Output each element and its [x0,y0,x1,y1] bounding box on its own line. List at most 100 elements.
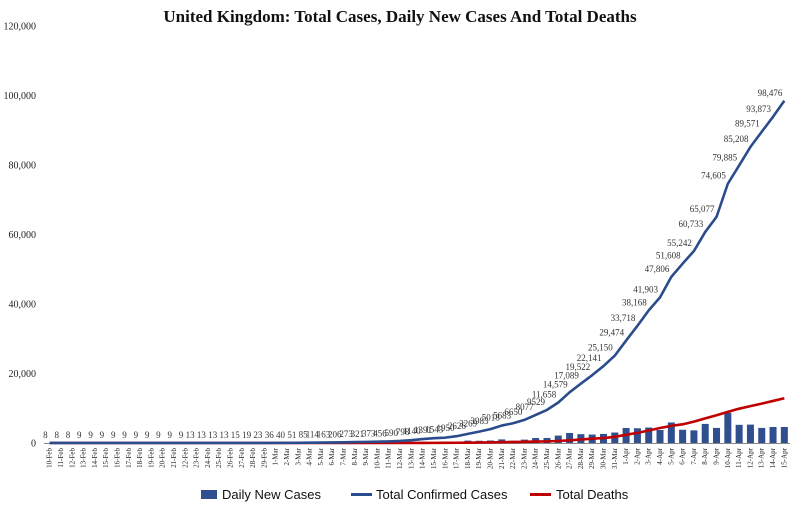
total-cases-data-label: 5018 [482,413,501,423]
x-tick-label: 6-Mar [328,447,336,465]
total-cases-data-label: 9 [88,430,93,440]
x-tick-label: 4-Apr [656,447,664,464]
x-tick-label: 20-Feb [159,448,167,468]
daily-new-cases-bar [758,427,766,443]
x-tick-label: 30-Mar [600,447,608,469]
total-cases-data-label: 3983 [470,416,489,426]
x-tick-label: 27-Mar [566,447,574,469]
daily-new-cases-bar [679,429,687,443]
x-tick-label: 2-Apr [633,447,641,464]
total-cases-data-label: 85 [299,430,309,440]
x-tick-label: 29-Mar [588,447,596,469]
total-cases-data-label: 13 [220,430,230,440]
x-tick-label: 13-Feb [80,448,88,468]
total-cases-data-label: 8 [43,430,48,440]
total-cases-data-label: 13 [208,430,218,440]
total-cases-data-label: 9529 [527,397,546,407]
x-tick-label: 17-Feb [125,448,133,468]
total-cases-data-label: 65,077 [690,204,715,214]
total-cases-data-label: 1543 [425,425,444,435]
x-tick-label: 26-Mar [554,447,562,469]
legend-swatch-daily-new-cases [201,490,217,499]
x-tick-label: 11-Mar [385,447,393,468]
total-confirmed-cases-line [49,100,786,445]
total-cases-data-label: 74,605 [701,171,726,181]
total-cases-data-label: 79,885 [712,152,737,162]
x-tick-label: 18-Feb [136,448,144,468]
x-tick-label: 15-Mar [430,447,438,469]
total-cases-data-label: 114 [306,430,320,440]
total-cases-data-label: 19 [242,430,252,440]
daily-new-cases-bar [713,427,721,443]
x-tick-label: 5-Mar [317,447,325,465]
x-tick-label: 10-Mar [373,447,381,469]
total-cases-data-label: 41,903 [633,284,658,294]
total-cases-data-label: 29,474 [599,328,624,338]
x-tick-label: 11-Feb [57,448,65,468]
total-cases-data-label: 13 [197,430,207,440]
total-cases-data-label: 33,718 [611,313,636,323]
total-cases-data-label: 8077 [516,402,535,412]
x-tick-label: 6-Apr [679,447,687,464]
total-cases-data-label: 8 [54,430,59,440]
legend-label-daily-new-cases: Daily New Cases [222,487,321,502]
x-tick-label: 19-Mar [475,447,483,469]
x-tick-label: 24-Mar [532,447,540,469]
total-cases-data-label: 5683 [493,410,512,420]
total-cases-data-label: 89,571 [735,119,760,129]
x-tick-label: 21-Mar [498,447,506,469]
x-tick-label: 29-Feb [260,448,268,468]
daily-new-cases-bar [724,412,732,443]
total-cases-data-label: 9 [111,430,116,440]
daily-new-cases-bar [746,424,754,443]
x-tick-label: 28-Mar [577,447,585,469]
x-tick-label: 4-Mar [306,447,314,465]
x-axis-tick-labels: 10-Feb 11-Feb 12-Feb 13-Feb 14-Feb 15-Feb 16-F… [46,447,789,469]
x-tick-label: 28-Feb [249,448,257,468]
x-tick-label: 26-Feb [227,448,235,468]
total-cases-data-label: 38,168 [622,297,647,307]
x-tick-label: 13-Mar [407,447,415,469]
total-cases-data-label: 1140 [403,426,421,436]
x-tick-label: 3-Apr [645,447,653,464]
total-cases-data-label: 3269 [459,419,478,429]
daily-new-cases-bar [690,430,698,443]
x-tick-label: 8-Apr [701,447,709,464]
x-tick-label: 17-Mar [453,447,461,469]
x-tick-label: 23-Mar [520,447,528,469]
total-cases-data-label: 9 [156,430,161,440]
x-tick-label: 23-Feb [193,448,201,468]
total-cases-data-label: 14,579 [543,379,568,389]
x-tick-label: 1-Apr [622,447,630,464]
total-cases-data-label: 9 [134,430,139,440]
x-tick-label: 25-Feb [215,448,223,468]
daily-new-cases-bar [735,424,743,443]
x-tick-label: 19-Feb [147,448,155,468]
total-cases-data-label: 51,608 [656,251,681,261]
daily-new-cases-bar [701,423,709,443]
total-cases-data-label: 19,522 [565,362,590,372]
total-cases-data-label: 47,806 [645,264,670,274]
daily-new-cases-bar [780,426,788,443]
total-cases-data-label: 22,141 [577,353,602,363]
x-tick-label: 5-Apr [667,447,675,464]
total-cases-data-label: 9 [145,430,150,440]
total-cases-data-label: 9 [77,430,82,440]
x-tick-label: 16-Mar [441,447,449,469]
total-cases-data-label: 1391 [414,425,432,435]
total-cases-data-label: 17,089 [554,371,579,381]
x-tick-label: 9-Mar [362,447,370,465]
total-cases-data-label: 36 [265,430,275,440]
total-cases-data-label: 25,150 [588,343,613,353]
x-tick-label: 18-Mar [464,447,472,469]
x-tick-label: 1-Mar [272,447,280,465]
x-tick-label: 16-Feb [113,448,121,468]
daily-new-cases-bar [667,422,675,443]
total-cases-data-labels: 8 8 8 9 9 9 9 9 9 9 9 9 9 13 13 13 13 15 19 23 36 40 51 8511416… [43,88,783,440]
total-cases-data-label: 9 [122,430,127,440]
total-cases-data-label: 85,208 [724,134,749,144]
x-tick-label: 13-Apr [758,447,766,468]
x-tick-label: 3-Mar [294,447,302,465]
x-tick-label: 10-Apr [724,447,732,468]
total-cases-data-label: 206 [328,429,342,439]
